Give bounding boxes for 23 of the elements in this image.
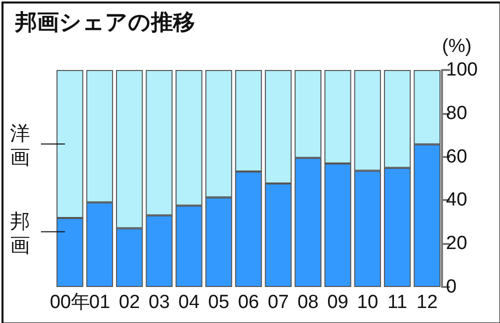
y-axis-title: (%)	[442, 36, 472, 57]
y-tick-label: 0	[446, 276, 457, 298]
series-label: 洋画	[10, 122, 30, 169]
x-tick-label: 12	[416, 292, 438, 313]
x-tick-label: 00年	[50, 292, 90, 313]
x-tick-label: 08	[297, 292, 319, 313]
x-tick-label: 04	[178, 292, 200, 313]
x-tick-label: 03	[148, 292, 170, 313]
series-label: 邦画	[10, 210, 30, 257]
y-tick-label: 100	[446, 60, 478, 80]
x-tick-label: 05	[208, 292, 230, 313]
x-tick-label: 06	[238, 292, 260, 313]
y-tick-label: 20	[446, 233, 468, 254]
x-tick-label: 01	[89, 292, 110, 313]
x-tick-label: 09	[327, 292, 348, 313]
y-tick-label: 40	[446, 190, 468, 211]
x-tick-label: 11	[387, 292, 408, 313]
chart-title: 邦画シェアの推移	[14, 10, 195, 34]
x-tick-label: 02	[118, 292, 140, 313]
y-tick-label: 60	[446, 146, 468, 168]
x-tick-label: 10	[357, 292, 378, 313]
y-tick-label: 80	[446, 102, 468, 124]
x-tick-label: 07	[268, 292, 289, 313]
